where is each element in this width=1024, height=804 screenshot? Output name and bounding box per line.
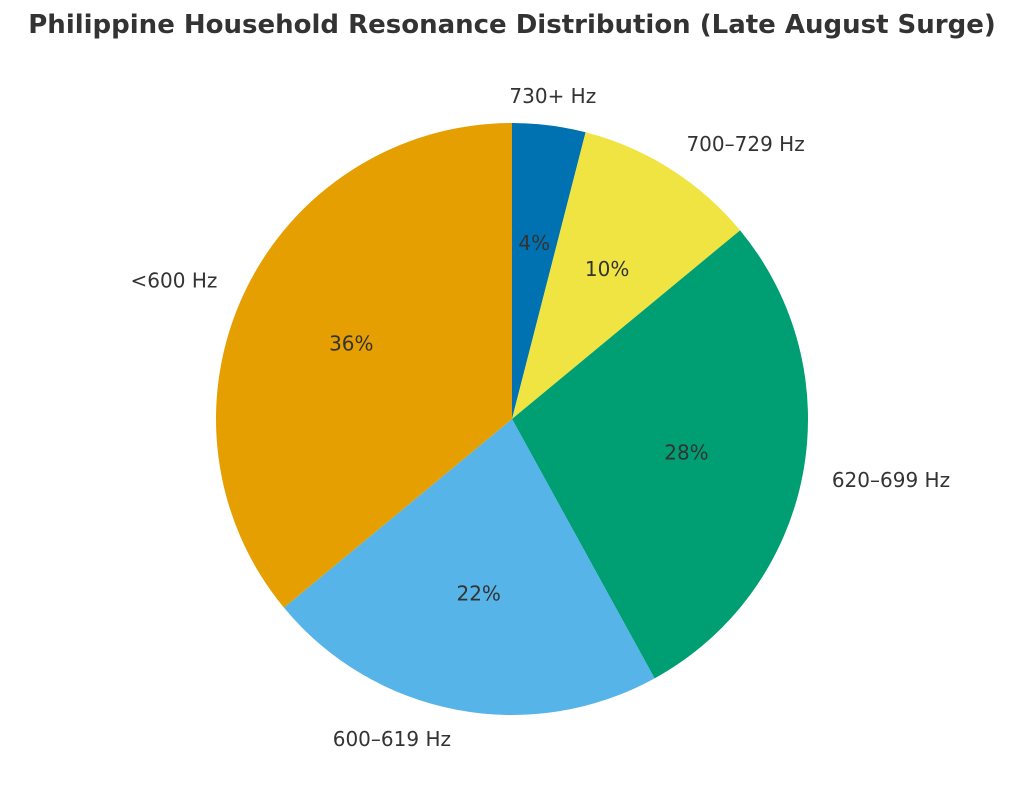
slice-category-label: 600–619 Hz xyxy=(333,727,451,751)
slice-category-label: 700–729 Hz xyxy=(686,132,804,156)
pie-slice xyxy=(512,230,808,679)
slice-percent-label: 4% xyxy=(518,231,550,255)
pie-category-labels: 730+ Hz 700–729 Hz 620–699 Hz 600–619 Hz <60… xyxy=(131,84,951,751)
pie-slice xyxy=(283,419,655,715)
pie-slice xyxy=(216,123,512,608)
slice-category-label: <600 Hz xyxy=(131,268,218,292)
pie-percent-labels: 4% 10% 28% 22% 36% xyxy=(329,231,709,606)
chart-title: Philippine Household Resonance Distribut… xyxy=(28,10,996,40)
pie-slice xyxy=(512,132,741,419)
slice-percent-label: 36% xyxy=(329,331,373,355)
slice-category-label: 620–699 Hz xyxy=(832,468,950,492)
slice-percent-label: 10% xyxy=(585,257,629,281)
slice-percent-label: 22% xyxy=(456,581,500,605)
pie-slice xyxy=(512,123,586,419)
pie-slices xyxy=(216,123,808,715)
slice-category-label: 730+ Hz xyxy=(509,84,596,108)
slice-percent-label: 28% xyxy=(664,440,708,464)
